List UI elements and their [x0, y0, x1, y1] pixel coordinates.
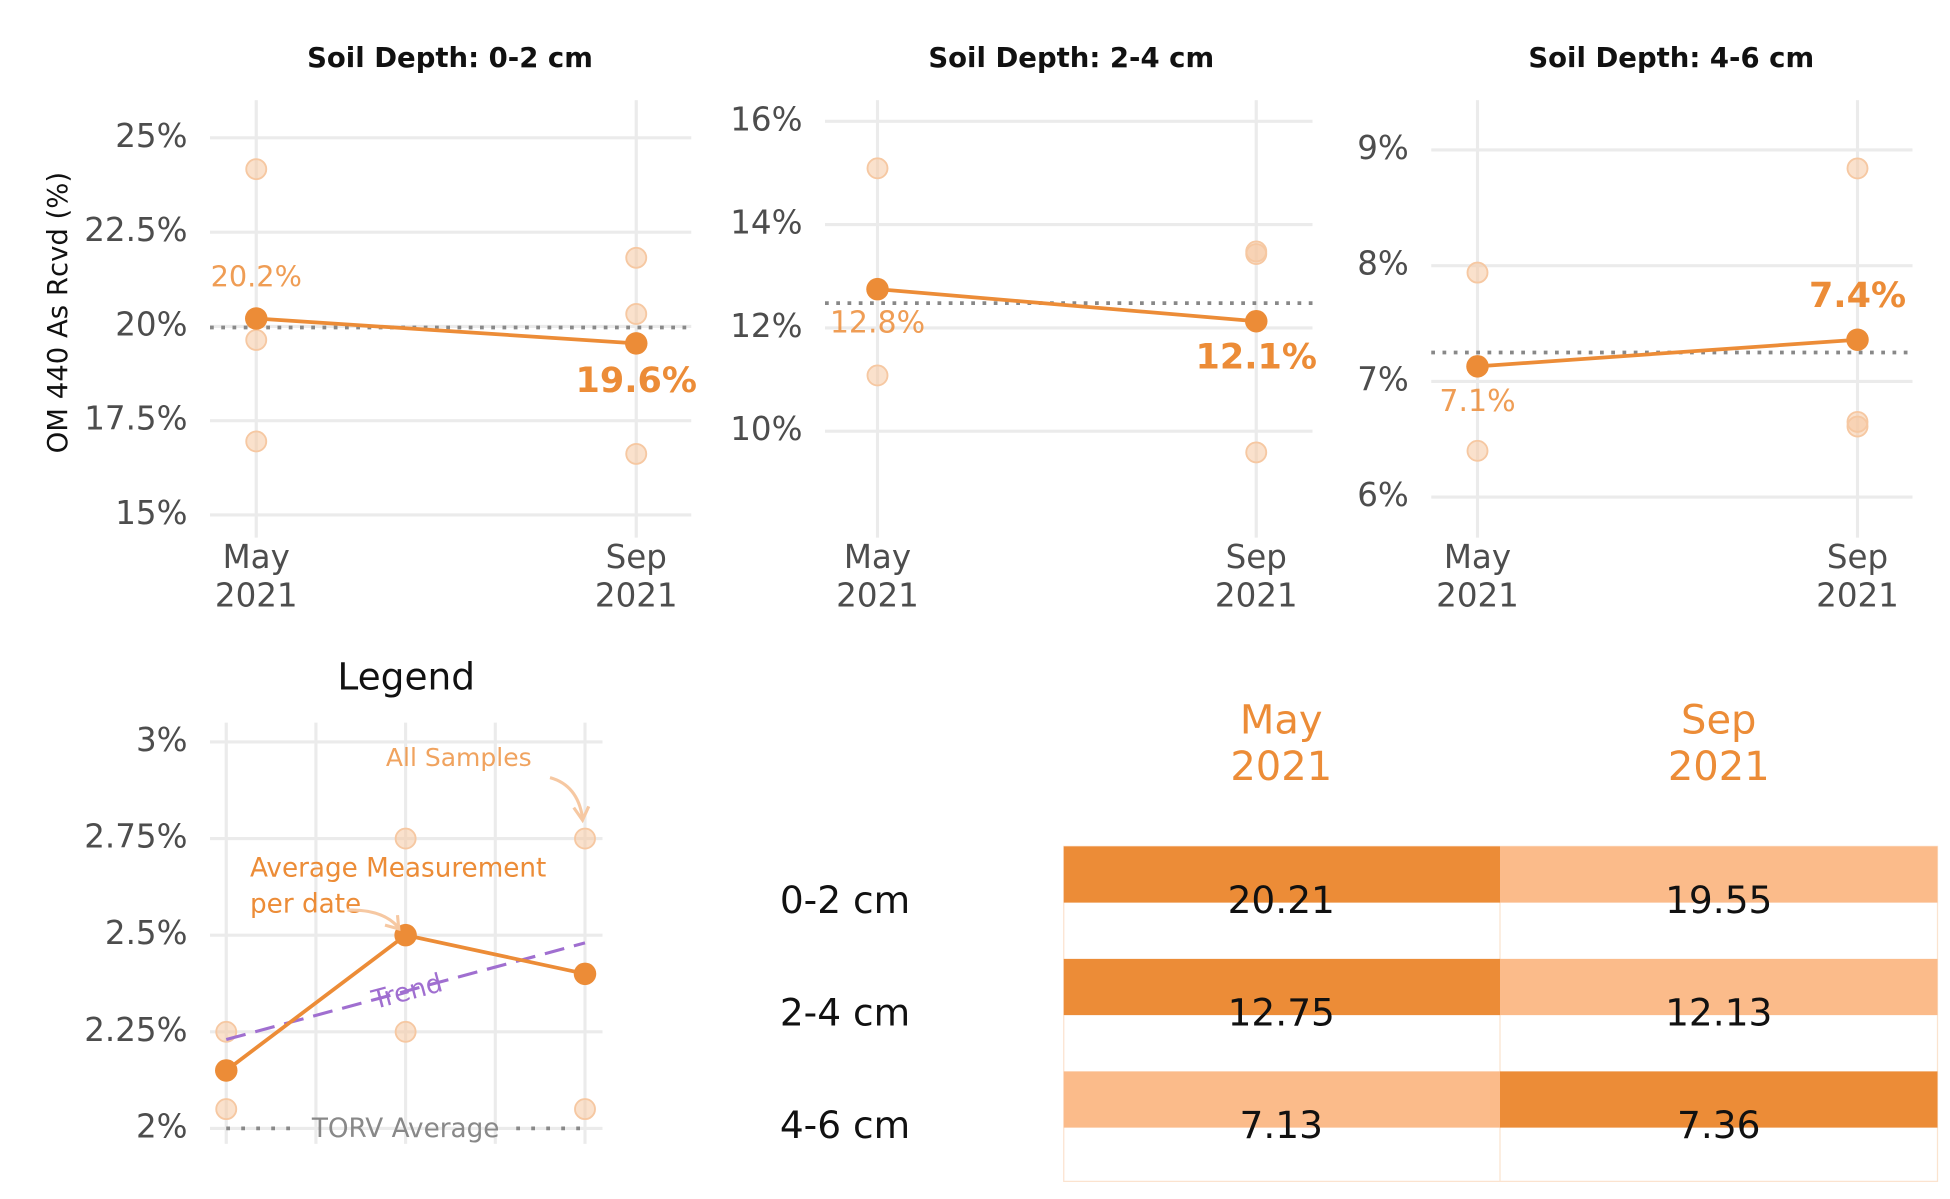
sample-point	[625, 442, 648, 465]
sample-point	[245, 430, 268, 453]
average-point	[866, 277, 889, 301]
average-label: 7.4%	[1809, 276, 1906, 316]
average-line	[877, 287, 1257, 324]
table-row-label: 4-6 cm	[780, 1103, 910, 1147]
x-tick-label: Sep 2021	[595, 538, 678, 615]
sample-point	[245, 158, 268, 181]
table-column-header: Sep 2021	[1668, 698, 1770, 790]
sample-point	[1245, 243, 1268, 265]
y-tick-label: 16%	[730, 100, 802, 138]
sample-point	[394, 827, 417, 850]
y-tick-label: 20%	[115, 305, 187, 343]
sample-point	[866, 157, 889, 180]
y-tick-label: 3%	[136, 721, 188, 759]
annotation-arrowhead	[572, 805, 591, 824]
chart-title: Soil Depth: 2-4 cm	[928, 42, 1214, 74]
sample-point	[1245, 441, 1268, 464]
sample-point	[625, 246, 648, 269]
table-row-label: 2-4 cm	[780, 991, 910, 1035]
average-line	[1477, 337, 1858, 369]
average-label: 19.6%	[576, 361, 697, 401]
table-cell-shade	[1500, 846, 1938, 903]
y-axis-label: OM 440 As Rcvd (%)	[42, 172, 74, 454]
annotation-arrowhead	[384, 914, 401, 931]
sample-point	[866, 364, 889, 387]
chart-title: Soil Depth: 4-6 cm	[1528, 42, 1814, 74]
sample-point	[574, 1098, 596, 1121]
table-cell-shade	[1063, 1071, 1500, 1128]
y-tick-label: 25%	[115, 117, 187, 155]
table-cell-shade	[1063, 958, 1500, 1016]
annotation-arrow	[549, 776, 585, 818]
average-label: 12.1%	[1196, 338, 1317, 378]
annotation-torv: TORV Average	[311, 1114, 500, 1144]
average-point	[245, 307, 268, 330]
x-tick-label: May 2021	[836, 538, 919, 615]
y-tick-label: 17.5%	[84, 400, 187, 438]
table-cell: 7.36	[1677, 1103, 1761, 1147]
sample-point	[625, 303, 648, 325]
sample-point	[1846, 415, 1869, 438]
table-cell: 7.13	[1240, 1103, 1324, 1147]
y-tick-label: 6%	[1357, 476, 1409, 514]
average-point	[1466, 355, 1489, 378]
table-cell: 19.55	[1665, 878, 1772, 922]
table-row-label: 0-2 cm	[780, 878, 910, 922]
table-cell-shade	[1500, 958, 1938, 1016]
sample-point	[1466, 261, 1489, 284]
y-tick-label: 2.25%	[84, 1011, 187, 1049]
x-tick-label: May 2021	[1436, 538, 1519, 615]
y-tick-label: 2.75%	[84, 818, 187, 856]
y-tick-label: 8%	[1357, 245, 1409, 283]
chart-title: Legend	[337, 654, 475, 698]
y-tick-label: 10%	[730, 410, 802, 448]
y-tick-label: 12%	[730, 307, 802, 345]
average-point	[215, 1059, 238, 1082]
table-cell: 12.13	[1665, 991, 1772, 1035]
sample-point	[1846, 157, 1869, 180]
average-label: 12.8%	[830, 306, 925, 341]
annotation-average: per date	[250, 890, 361, 920]
y-tick-label: 2.5%	[105, 914, 188, 952]
table-cell: 20.21	[1228, 878, 1335, 922]
chart-title: Soil Depth: 0-2 cm	[307, 42, 593, 74]
sample-point	[574, 827, 596, 850]
sample-point	[1466, 439, 1489, 462]
y-tick-label: 22.5%	[84, 211, 187, 249]
y-tick-label: 7%	[1357, 360, 1409, 398]
average-point	[625, 332, 648, 355]
annotation-average: Average Measurement	[250, 853, 546, 883]
sample-point	[215, 1098, 238, 1121]
x-tick-label: May 2021	[215, 538, 298, 615]
average-point	[1846, 328, 1869, 351]
average-line	[256, 316, 637, 346]
table-column-header: May 2021	[1230, 698, 1332, 790]
average-label: 20.2%	[211, 259, 302, 293]
average-point	[573, 962, 597, 986]
annotation-samples: All Samples	[386, 743, 532, 772]
y-tick-label: 9%	[1357, 129, 1409, 167]
average-label: 7.1%	[1439, 384, 1515, 419]
table-cell-shade	[1500, 1071, 1938, 1128]
y-tick-label: 14%	[730, 204, 802, 242]
x-tick-label: Sep 2021	[1816, 538, 1899, 615]
y-tick-label: 15%	[115, 494, 187, 532]
x-tick-label: Sep 2021	[1215, 538, 1298, 615]
table-cell: 12.75	[1228, 991, 1335, 1035]
y-tick-label: 2%	[136, 1107, 188, 1145]
average-point	[1245, 309, 1268, 333]
sample-point	[245, 329, 268, 351]
sample-point	[394, 1020, 417, 1043]
annotation-arrow	[347, 908, 399, 928]
table-cell-shade	[1063, 846, 1500, 903]
